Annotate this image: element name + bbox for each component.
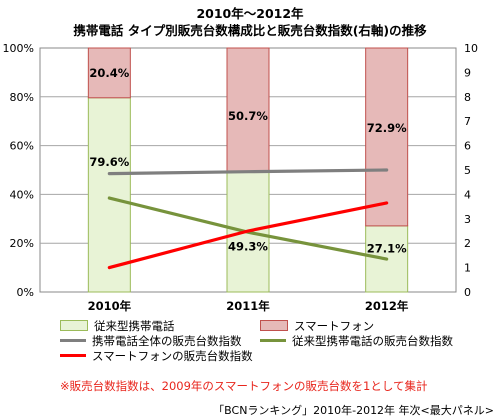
legend-label-smartphone-index: スマートフォンの販売台数指数 <box>92 348 253 363</box>
legend-swatch-smartphone <box>260 320 288 331</box>
legend-swatch-feature-index <box>260 339 286 342</box>
y-right-tick-label: 8 <box>464 91 471 104</box>
data-label-smartphone: 50.7% <box>228 109 268 123</box>
y-left-tick-label: 20% <box>10 237 34 250</box>
legend-swatch-total-index <box>60 339 86 342</box>
bar-smartphone <box>365 47 409 227</box>
bar-feature-phone <box>87 97 131 293</box>
legend-item-feature-phone: 従来型携帯電話 <box>60 318 175 333</box>
y-left-tick-label: 100% <box>3 42 34 55</box>
legend-label-smartphone: スマートフォン <box>294 318 375 333</box>
y-right-tick-label: 7 <box>464 115 471 128</box>
y-right-tick-label: 5 <box>464 164 471 177</box>
legend-label-total-index: 携帯電話全体の販売台数指数 <box>92 333 242 348</box>
y-left-tick-label: 0% <box>17 286 34 299</box>
y-right-tick-label: 2 <box>464 237 471 250</box>
data-label-feature-phone: 49.3% <box>228 239 268 253</box>
y-right-tick-label: 10 <box>464 42 478 55</box>
data-label-feature-phone: 27.1% <box>367 241 407 255</box>
legend-swatch-feature-phone <box>60 320 88 331</box>
y-right-tick-label: 9 <box>464 66 471 79</box>
chart-title-line1: 2010年～2012年 <box>196 6 304 21</box>
y-left-tick-label: 40% <box>10 188 34 201</box>
line-smartphone-index <box>107 201 389 270</box>
line-total-index <box>107 168 389 176</box>
legend-item-smartphone: スマートフォン <box>260 318 374 333</box>
bar-smartphone <box>87 47 131 99</box>
x-tick-label: 2011年 <box>226 299 270 313</box>
legend-item-feature-index: 従来型携帯電話の販売台数指数 <box>260 333 453 348</box>
x-tick-label: 2010年 <box>88 299 132 313</box>
chart-plot: 0% 20% 40% 60% 80% 100% 0 1 2 3 4 5 6 7 8 9 10 2010年 2011年… <box>3 42 478 313</box>
y-right-tick-label: 1 <box>464 262 471 275</box>
data-label-feature-phone: 79.6% <box>89 155 129 169</box>
y-right-tick-label: 4 <box>464 188 471 201</box>
y-right-tick-label: 0 <box>464 286 471 299</box>
data-label-smartphone: 72.9% <box>367 121 407 135</box>
chart-source: 「BCNランキング」2010年-2012年 年次<最大パネル> <box>213 404 494 417</box>
y-left-tick-label: 60% <box>10 140 34 153</box>
legend-label-feature-index: 従来型携帯電話の販売台数指数 <box>292 333 453 348</box>
y-right-tick-label: 6 <box>464 140 471 153</box>
y-left-tick-label: 80% <box>10 91 34 104</box>
data-label-smartphone: 20.4% <box>89 66 129 80</box>
chart-legend: 従来型携帯電話 スマートフォン 携帯電話全体の販売台数指数 従来型携帯電話の販売… <box>60 318 490 363</box>
chart-note: ※販売台数指数は、2009年のスマートフォンの販売台数を1として集計 <box>60 379 428 393</box>
x-tick-label: 2012年 <box>365 299 409 313</box>
y-right-tick-label: 3 <box>464 213 471 226</box>
legend-item-smartphone-index: スマートフォンの販売台数指数 <box>60 348 253 363</box>
legend-item-total-index: 携帯電話全体の販売台数指数 <box>60 333 242 348</box>
chart-title-line2: 携帯電話 タイプ別販売台数構成比と販売台数指数(右軸)の推移 <box>73 23 427 38</box>
legend-swatch-smartphone-index <box>60 354 86 357</box>
legend-label-feature-phone: 従来型携帯電話 <box>94 318 175 333</box>
